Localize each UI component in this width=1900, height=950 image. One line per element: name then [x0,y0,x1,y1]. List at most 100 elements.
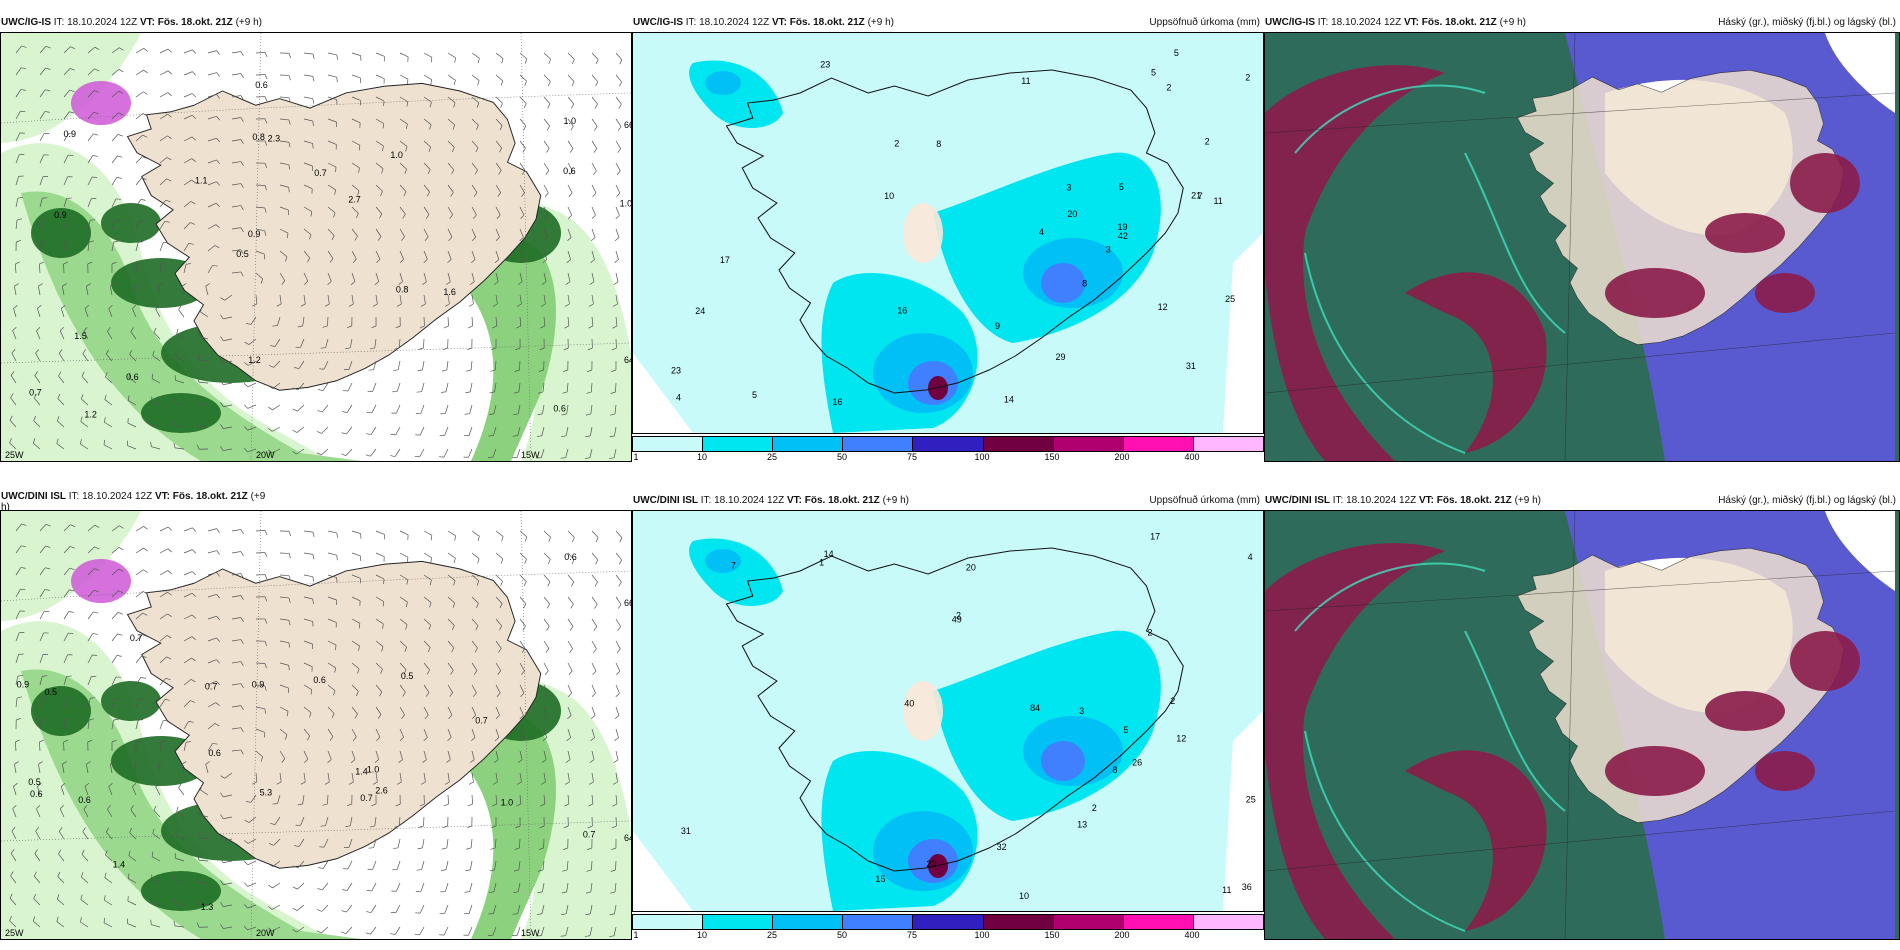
axis-label-lon3: 15W [521,928,540,938]
colorbar-tick: 25 [766,452,778,462]
iceland-land [1517,547,1845,824]
high-cloud [1265,65,1860,461]
colorbar-swatch [703,437,774,451]
iceland-outline [725,547,1184,872]
field-label: Háský (gr.), miðský (fj.bl.) og lágský (… [1718,495,1896,506]
panel-dini-wind: UWC/DINI ISL IT: 18.10.2024 12Z VT: Fös.… [0,492,632,944]
value-label: 8 [1112,765,1117,775]
model-name: UWC/DINI ISL [633,495,698,506]
offset-label: (+9 h) [235,17,262,28]
value-label: 36 [1242,882,1252,892]
value-label: 16 [897,306,907,316]
value-label: 4 [676,392,681,402]
colorbar-swatch [703,915,774,929]
value-label: 13 [1077,819,1087,829]
it-label: IT: [51,17,68,28]
value-label: 29 [1056,352,1066,362]
high-cloud [1265,543,1860,939]
value-label: 84 [1030,703,1040,713]
value-label: 2 [956,611,961,621]
it-value: 18.10.2024 12Z [82,492,155,502]
axis-label-lon2: 20W [256,450,275,460]
value-label: 2 [1245,73,1250,83]
it-value: 18.10.2024 12Z [1331,17,1404,28]
value-label: 0.6 [563,166,576,176]
axis-label-lon1: 25W [5,450,24,460]
value-label: 8 [936,139,941,149]
panel-ig-precip: UWC/IG-IS IT: 18.10.2024 12Z VT: Fös. 18… [632,14,1264,466]
value-label: 2.6 [375,786,388,796]
value-label: 10 [1019,891,1029,901]
vt-value: Fös. 18.okt. 21Z [1421,17,1500,28]
value-label: 21 [1191,190,1201,200]
iceland-land [126,560,542,869]
value-label: 0.6 [564,552,577,562]
value-label: 2 [894,138,899,148]
panel-ig-cloud: UWC/IG-IS IT: 18.10.2024 12Z VT: Fös. 18… [1264,14,1900,466]
it-label: IT: [66,492,83,502]
value-label: 11 [1213,196,1222,206]
value-label: 20 [966,563,976,573]
value-label: 0.6 [208,748,221,758]
value-label: 0.5 [401,671,414,681]
value-label: 17 [720,255,730,265]
panel-ig-wind: UWC/IG-IS IT: 18.10.2024 12Z VT: Fös. 18… [0,14,632,466]
colorbar-swatch [633,437,704,451]
value-label: 0.6 [553,404,566,414]
colorbar [632,914,1264,930]
axis-label-lat2: 64N [624,833,631,843]
value-label: 0.9 [248,229,261,239]
low-cloud-edge [1294,562,1566,932]
value-label: 42 [1118,231,1128,241]
value-label: 1.0 [563,116,576,126]
vt-label: VT: [786,495,805,506]
value-label: 0.7 [314,168,327,178]
vt-label: VT: [771,17,790,28]
colorbar-tick: 1 [633,452,639,462]
value-label: 3 [1079,706,1084,716]
vt-value: Fös. 18.okt. 21Z [1436,495,1515,506]
value-label: 1 [819,558,824,568]
panel-dini-precip: UWC/DINI ISL IT: 18.10.2024 12Z VT: Fös.… [632,492,1264,944]
value-label: 0.5 [236,249,249,259]
axis-label-lon1: 25W [5,928,24,938]
value-label: 1.0 [367,764,380,774]
value-label: 0.7 [475,715,488,725]
colorbar-tick: 25 [766,930,778,940]
axis-label-lat1: 66N [624,598,631,608]
value-label: 2 [1092,803,1097,813]
colorbar-swatch [983,915,1054,929]
wind-barbs [9,45,623,459]
map-wind: 66N 64N 25W 20W 15W 2.6 0.5 0.6 0.7 0.6 0.9 0.7 1.0 0… [0,510,632,940]
panel-title: UWC/DINI ISL IT: 18.10.2024 12Z VT: Fös.… [1264,492,1900,510]
value-label: 2 [1205,137,1210,147]
value-label: 1.0 [620,198,631,208]
value-label: 1.3 [201,902,214,912]
colorbar-swatch [983,437,1054,451]
colorbar-tick: 400 [1184,930,1200,940]
value-label: 32 [997,842,1007,852]
it-label: IT: [1330,495,1347,506]
value-label: 1.1 [195,175,208,185]
iceland-outline [725,69,1184,394]
colorbar-tick: 100 [974,452,990,462]
colorbar-swatch [1193,915,1263,929]
value-label: 12 [1158,302,1168,312]
panel-title: UWC/DINI ISL IT: 18.10.2024 12Z VT: Fös.… [632,492,1264,510]
field-label: Uppsöfnuð úrkoma (mm) [1149,495,1260,506]
value-label: 1.2 [248,355,261,365]
vt-value: Fös. 18.okt. 21Z [157,17,236,28]
panel-title: UWC/DINI ISL IT: 18.10.2024 12Z VT: Fös.… [0,492,632,502]
vt-label: VT: [1418,495,1437,506]
colorbar-tick: 400 [1184,452,1200,462]
value-label: 11 [1021,76,1030,86]
value-label: 1.6 [443,287,456,297]
value-label: 7 [1198,191,1203,201]
value-label: 12 [1176,734,1186,744]
iceland-land [1517,69,1845,346]
iceland-land [126,82,542,391]
value-label: 14 [824,549,834,559]
axis-label-lon3: 15W [521,450,540,460]
colorbar-swatch [1053,915,1124,929]
value-label: 1.5 [74,331,87,341]
